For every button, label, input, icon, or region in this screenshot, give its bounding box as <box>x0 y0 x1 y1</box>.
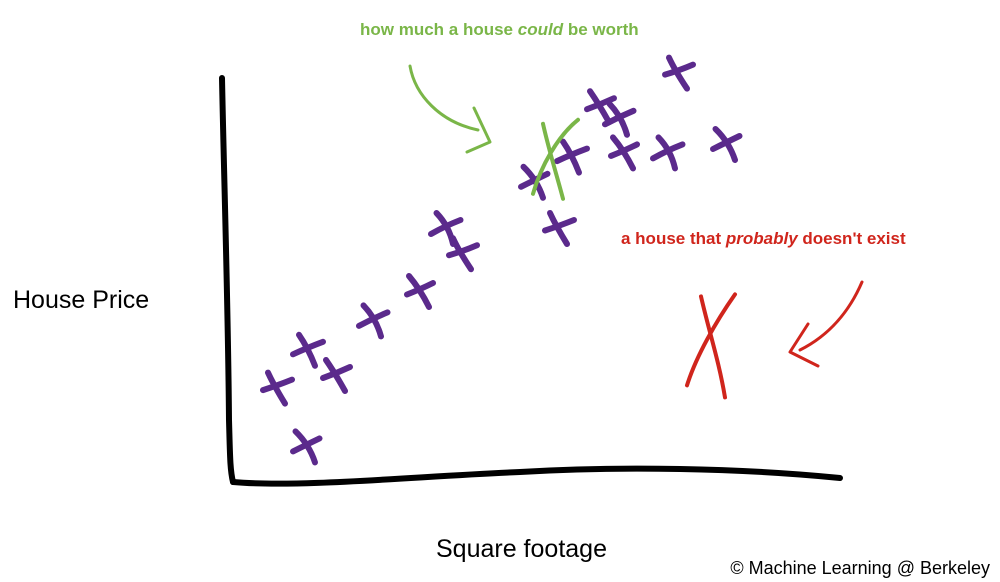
cross-stroke <box>584 95 617 113</box>
y-axis-line <box>219 75 236 485</box>
red-annotation-emphasis: probably <box>725 229 798 248</box>
data-point <box>554 138 590 176</box>
red-x-mark <box>685 292 737 400</box>
cross-stroke <box>404 280 436 298</box>
green-annotation-text: how much a house could be worth <box>360 20 639 40</box>
x-axis-label: Square footage <box>436 535 607 563</box>
cross-stroke <box>650 141 686 162</box>
y-axis-label: House Price <box>13 286 150 314</box>
data-point <box>542 210 577 247</box>
red-arrow-shaft <box>798 280 864 352</box>
copyright-credit: © Machine Learning @ Berkeley <box>730 558 990 578</box>
annotation-marks <box>408 64 864 400</box>
data-point <box>662 54 696 92</box>
data-point <box>710 126 743 163</box>
cross-stroke <box>260 376 295 394</box>
red-x-stroke <box>685 292 737 388</box>
red-annotation-after: doesn't exist <box>797 229 906 248</box>
data-point <box>584 88 617 126</box>
cross-stroke <box>290 435 323 455</box>
cross-stroke <box>290 338 326 358</box>
data-point <box>290 428 323 466</box>
green-x-stroke <box>541 121 565 201</box>
cross-stroke <box>608 141 640 159</box>
data-point <box>404 273 436 310</box>
data-point <box>608 134 640 172</box>
green-x-stroke <box>531 117 580 196</box>
cross-stroke <box>710 133 743 152</box>
axes <box>219 75 843 487</box>
cross-stroke <box>602 107 637 128</box>
data-point <box>320 357 353 394</box>
data-point <box>650 134 686 172</box>
data-point <box>602 100 637 138</box>
green-annotation-before: how much a house <box>360 20 518 39</box>
green-annotation-after: be worth <box>563 20 639 39</box>
cross-stroke <box>446 242 480 259</box>
cross-stroke <box>320 364 353 381</box>
red-arrow-head <box>788 322 820 368</box>
data-point <box>290 331 326 369</box>
cross-stroke <box>356 309 391 329</box>
cross-stroke <box>542 217 577 234</box>
cross-stroke <box>554 145 590 165</box>
cross-stroke <box>518 170 551 190</box>
green-x-mark <box>531 117 580 201</box>
x-axis-line <box>230 465 843 487</box>
data-point <box>356 302 391 340</box>
red-x-stroke <box>699 294 727 400</box>
red-annotation-before: a house that <box>621 229 726 248</box>
cross-stroke <box>662 61 696 78</box>
green-arrow-shaft <box>408 64 480 132</box>
data-point <box>260 369 295 407</box>
green-annotation-emphasis: could <box>517 20 564 39</box>
red-annotation-text: a house that probably doesn't exist <box>621 229 906 249</box>
cross-stroke <box>428 217 464 237</box>
data-point <box>446 235 480 273</box>
green-arrow-head <box>465 106 492 154</box>
data-points <box>260 54 743 466</box>
